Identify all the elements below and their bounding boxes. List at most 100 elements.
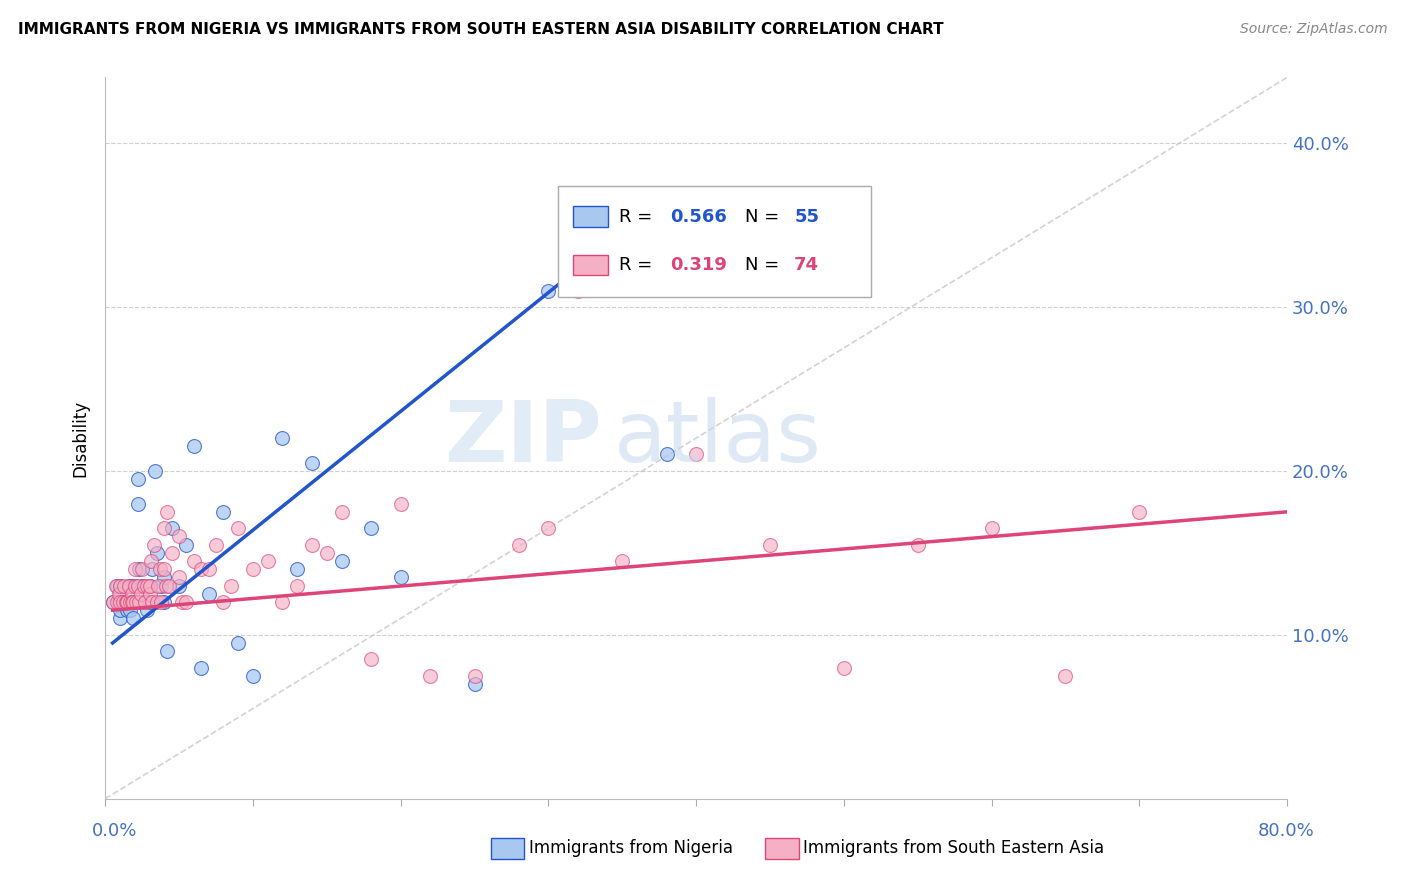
FancyBboxPatch shape: [574, 254, 607, 276]
Point: [160, 546, 183, 560]
Text: Immigrants from South Eastern Asia: Immigrants from South Eastern Asia: [803, 839, 1104, 857]
Point: [117, 595, 139, 609]
Point: [537, 284, 560, 298]
Point: [330, 554, 353, 568]
FancyBboxPatch shape: [558, 186, 872, 297]
Text: 55: 55: [794, 208, 820, 226]
Point: [146, 546, 169, 560]
Point: [146, 595, 169, 609]
Point: [205, 538, 228, 552]
Point: [108, 603, 131, 617]
Point: [131, 578, 153, 592]
Point: [167, 529, 190, 543]
Point: [124, 578, 146, 592]
Point: [117, 603, 139, 617]
Point: [315, 546, 337, 560]
Point: [212, 595, 235, 609]
Point: [108, 578, 131, 592]
Point: [127, 472, 149, 486]
Point: [134, 595, 156, 609]
Point: [127, 578, 149, 592]
Point: [107, 587, 129, 601]
Point: [131, 595, 153, 609]
Point: [464, 669, 486, 683]
Point: [567, 284, 589, 298]
Point: [143, 538, 166, 552]
Point: [197, 562, 219, 576]
Point: [301, 538, 323, 552]
Point: [1054, 669, 1077, 683]
Point: [212, 505, 235, 519]
Point: [122, 611, 145, 625]
Point: [167, 578, 190, 592]
Point: [183, 439, 205, 453]
Point: [138, 587, 160, 601]
Point: [124, 578, 146, 592]
Point: [153, 595, 176, 609]
Point: [120, 595, 142, 609]
Point: [271, 431, 294, 445]
Point: [141, 562, 163, 576]
Point: [537, 521, 560, 535]
Point: [115, 595, 138, 609]
Point: [118, 578, 141, 592]
Point: [160, 521, 183, 535]
Point: [980, 521, 1002, 535]
Point: [105, 578, 128, 592]
Point: [124, 562, 146, 576]
Point: [138, 578, 160, 592]
Point: [226, 521, 249, 535]
Point: [135, 578, 157, 592]
Point: [108, 595, 131, 609]
Point: [132, 578, 155, 592]
Point: [612, 554, 634, 568]
Text: Immigrants from Nigeria: Immigrants from Nigeria: [529, 839, 733, 857]
Point: [256, 554, 278, 568]
Text: 80.0%: 80.0%: [1258, 822, 1315, 840]
Point: [121, 595, 143, 609]
Point: [125, 595, 148, 609]
Point: [134, 595, 156, 609]
Point: [150, 578, 173, 592]
Point: [360, 652, 382, 666]
Point: [155, 578, 177, 592]
Point: [1128, 505, 1150, 519]
Point: [242, 562, 264, 576]
Point: [157, 578, 180, 592]
Point: [285, 578, 308, 592]
Point: [125, 595, 148, 609]
Point: [197, 587, 219, 601]
Y-axis label: Disability: Disability: [72, 400, 89, 476]
Point: [219, 578, 242, 592]
Point: [117, 595, 139, 609]
Point: [685, 447, 707, 461]
Text: 0.319: 0.319: [671, 256, 727, 274]
Text: ZIP: ZIP: [444, 397, 602, 480]
Point: [141, 595, 163, 609]
Point: [135, 603, 157, 617]
Point: [101, 595, 124, 609]
Point: [190, 660, 212, 674]
Point: [832, 660, 855, 674]
Point: [150, 595, 173, 609]
Point: [176, 595, 198, 609]
Point: [127, 497, 149, 511]
Point: [115, 595, 138, 609]
Point: [759, 538, 782, 552]
Point: [105, 595, 128, 609]
Point: [122, 595, 145, 609]
Point: [176, 538, 198, 552]
Point: [226, 636, 249, 650]
Point: [121, 587, 143, 601]
Text: R =: R =: [619, 256, 652, 274]
Point: [655, 447, 678, 461]
Point: [170, 595, 193, 609]
Text: Source: ZipAtlas.com: Source: ZipAtlas.com: [1240, 22, 1388, 37]
Point: [153, 521, 176, 535]
Point: [121, 578, 143, 592]
Point: [128, 595, 150, 609]
Point: [907, 538, 929, 552]
Point: [108, 587, 131, 601]
Point: [360, 521, 382, 535]
Point: [128, 562, 150, 576]
